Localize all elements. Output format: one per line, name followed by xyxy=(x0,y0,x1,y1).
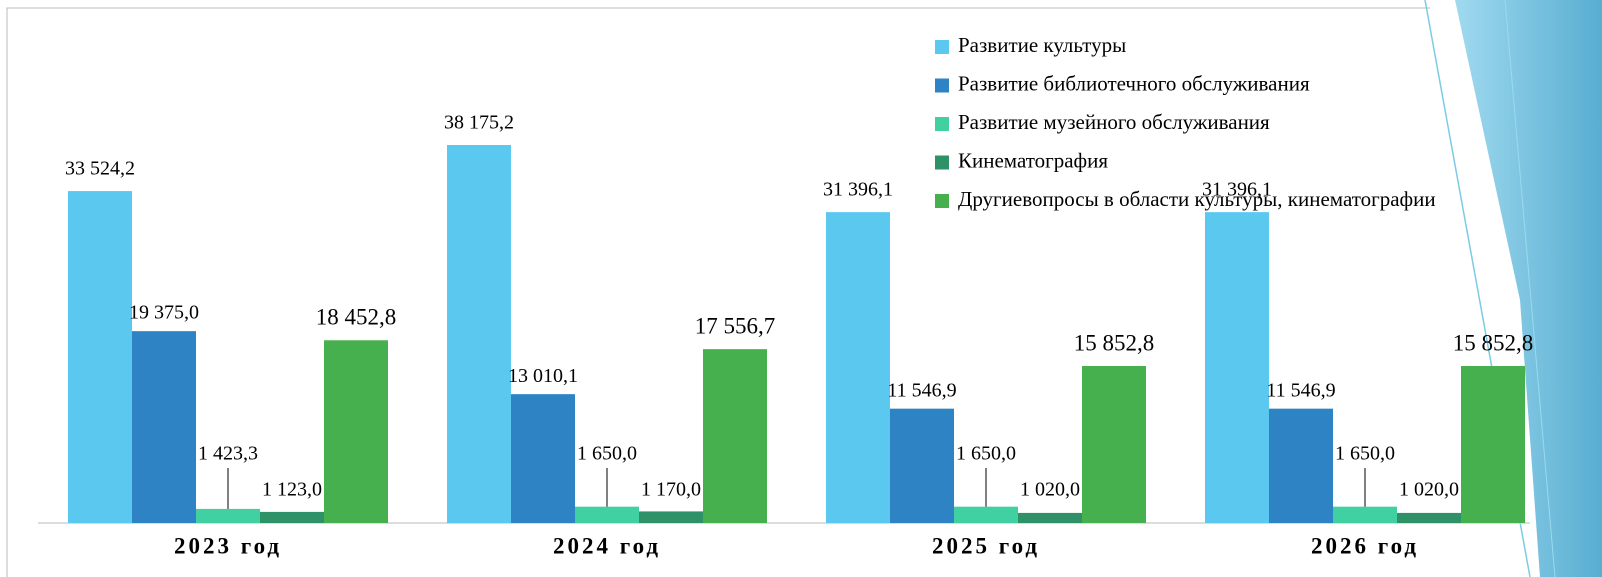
legend-label: Развитие музейного обслуживания xyxy=(958,110,1270,134)
bar xyxy=(1018,512,1082,523)
bar xyxy=(575,506,639,523)
x-tick-label: 2026 год xyxy=(1311,533,1419,558)
value-label: 1 020,0 xyxy=(1399,479,1459,501)
value-label: 1 650,0 xyxy=(956,443,1016,465)
bar xyxy=(890,408,954,523)
bar xyxy=(954,506,1018,523)
value-label: 15 852,8 xyxy=(1074,330,1155,355)
legend-label: Другиевопросы в области культуры, кинема… xyxy=(958,187,1436,211)
value-label: 19 375,0 xyxy=(129,302,199,324)
bar xyxy=(1269,408,1333,523)
legend-label: Развитие библиотечного обслуживания xyxy=(958,71,1310,95)
value-label: 1 423,3 xyxy=(198,443,258,465)
bar xyxy=(1461,366,1525,523)
value-label: 1 123,0 xyxy=(262,479,322,501)
value-label: 31 396,1 xyxy=(1202,179,1272,201)
value-label: 1 650,0 xyxy=(577,443,637,465)
legend-swatch xyxy=(935,194,949,208)
value-label: 1 170,0 xyxy=(641,479,701,501)
decor-line xyxy=(1504,0,1556,577)
value-label: 1 020,0 xyxy=(1020,479,1080,501)
bar xyxy=(703,349,767,523)
value-label: 15 852,8 xyxy=(1453,330,1534,355)
bar xyxy=(447,145,511,523)
bar xyxy=(68,191,132,523)
x-tick-label: 2025 год xyxy=(932,533,1040,558)
legend-swatch xyxy=(935,155,949,170)
decor xyxy=(1455,0,1602,577)
bar xyxy=(511,394,575,523)
legend-swatch xyxy=(935,40,949,54)
value-label: 18 452,8 xyxy=(316,305,397,330)
value-label: 33 524,2 xyxy=(65,158,135,180)
legend-swatch xyxy=(935,117,949,131)
value-label: 31 396,1 xyxy=(823,179,893,201)
bar xyxy=(260,511,324,523)
bar xyxy=(639,511,703,523)
bar xyxy=(1082,366,1146,523)
bar xyxy=(1205,212,1269,523)
bar xyxy=(132,331,196,523)
value-label: 13 010,1 xyxy=(508,365,578,387)
x-tick-label: 2023 год xyxy=(174,533,282,558)
bar xyxy=(1333,506,1397,523)
value-label: 17 556,7 xyxy=(695,313,776,338)
value-label: 38 175,2 xyxy=(444,112,514,134)
bar xyxy=(826,212,890,523)
value-label: 11 546,9 xyxy=(1266,379,1335,401)
frame xyxy=(6,7,1430,577)
value-label: 1 650,0 xyxy=(1335,443,1395,465)
legend-swatch xyxy=(935,78,949,93)
legend-label: Развитие культуры xyxy=(958,33,1126,57)
bar xyxy=(324,340,388,523)
bar xyxy=(1397,512,1461,523)
x-tick-label: 2024 год xyxy=(553,533,661,558)
bar xyxy=(196,508,260,523)
value-label: 11 546,9 xyxy=(887,379,956,401)
legend-label: Кинематография xyxy=(958,148,1108,172)
